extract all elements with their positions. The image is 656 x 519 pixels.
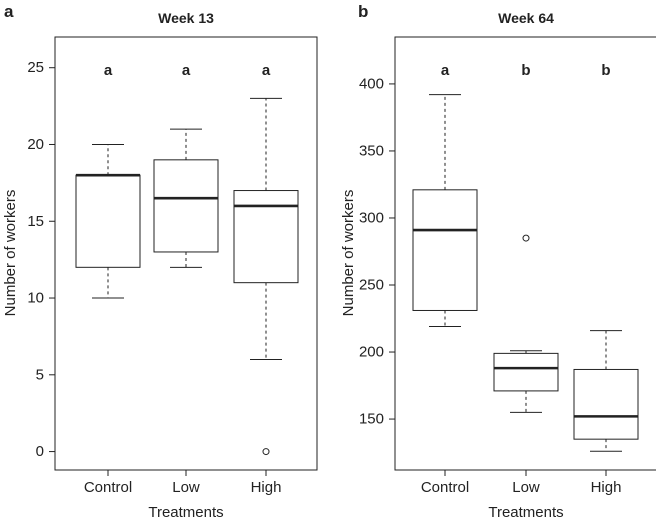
iqr-box — [233, 190, 299, 284]
panel-label: b — [358, 2, 368, 21]
x-tick-label: High — [251, 479, 282, 496]
plot-marks: 150 200 250 300 350 400 Control Low High a b b — [359, 62, 639, 496]
panel-label: a — [4, 2, 14, 21]
significance-letter: a — [182, 62, 191, 79]
x-tick-label: High — [591, 479, 622, 496]
y-axis-title: Number of workers — [2, 190, 19, 317]
y-tick-label: 20 — [27, 136, 44, 153]
x-tick-label: Control — [421, 479, 469, 496]
plot-marks: 0 5 10 15 20 25 Control Low High a a a — [27, 59, 299, 496]
y-tick-label: 25 — [27, 59, 44, 76]
y-tick-label: 400 — [359, 75, 384, 92]
significance-letter: a — [262, 62, 271, 79]
panel-week-13: a Week 13 Treatments Number of workers 0… — [2, 2, 318, 519]
significance-letter: b — [601, 62, 610, 79]
y-tick-label: 250 — [359, 277, 384, 294]
significance-letter: a — [441, 62, 450, 79]
significance-letter: b — [521, 62, 530, 79]
x-tick-label: Control — [84, 479, 132, 496]
y-tick-label: 300 — [359, 209, 384, 226]
x-axis-title: Treatments — [488, 504, 563, 519]
iqr-box — [573, 368, 639, 440]
chart-title: Week 13 — [158, 10, 214, 26]
y-tick-label: 5 — [36, 366, 44, 383]
significance-letter: a — [104, 62, 113, 79]
iqr-box — [75, 174, 141, 268]
x-tick-label: Low — [512, 479, 540, 496]
iqr-box — [153, 159, 219, 253]
x-tick-label: Low — [172, 479, 200, 496]
panel-week-64: b Week 64 Treatments Number of workers 1… — [340, 2, 656, 519]
y-tick-label: 10 — [27, 290, 44, 307]
y-tick-label: 200 — [359, 344, 384, 361]
y-tick-label: 0 — [36, 443, 44, 460]
y-tick-label: 350 — [359, 142, 384, 159]
outlier-point — [522, 234, 530, 242]
y-axis-title: Number of workers — [340, 190, 357, 317]
iqr-box — [493, 352, 559, 392]
y-tick-label: 15 — [27, 213, 44, 230]
y-tick-label: 150 — [359, 411, 384, 428]
x-axis-title: Treatments — [148, 504, 223, 519]
iqr-box — [412, 189, 478, 311]
outlier-point — [262, 448, 270, 456]
chart-title: Week 64 — [498, 10, 554, 26]
